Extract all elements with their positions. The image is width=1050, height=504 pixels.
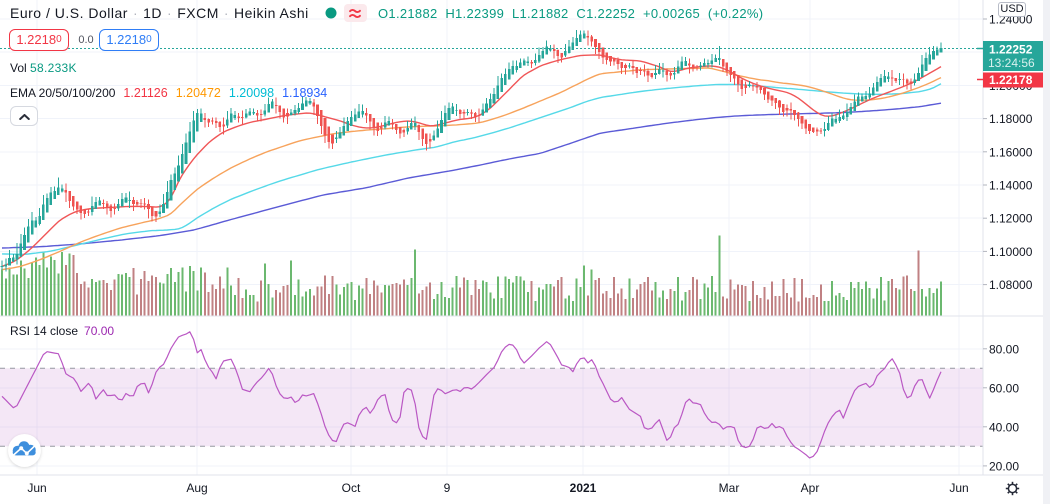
svg-text:1.12000: 1.12000 xyxy=(989,212,1033,226)
svg-text:1.22178: 1.22178 xyxy=(989,73,1033,87)
svg-text:2021: 2021 xyxy=(570,481,597,495)
svg-text:20.00: 20.00 xyxy=(989,459,1019,473)
svg-text:9: 9 xyxy=(444,481,451,495)
svg-text:1.08000: 1.08000 xyxy=(989,278,1033,292)
svg-text:Oct: Oct xyxy=(342,481,361,495)
svg-text:Jun: Jun xyxy=(949,481,968,495)
svg-text:80.00: 80.00 xyxy=(989,342,1019,356)
svg-text:Aug: Aug xyxy=(186,481,207,495)
svg-text:Apr: Apr xyxy=(801,481,820,495)
svg-text:40.00: 40.00 xyxy=(989,420,1019,434)
svg-text:Jun: Jun xyxy=(27,481,46,495)
svg-text:Mar: Mar xyxy=(719,481,740,495)
svg-text:13:24:56: 13:24:56 xyxy=(988,56,1035,70)
svg-text:1.16000: 1.16000 xyxy=(989,145,1033,159)
svg-text:60.00: 60.00 xyxy=(989,381,1019,395)
svg-text:1.22252: 1.22252 xyxy=(989,43,1033,57)
svg-text:1.14000: 1.14000 xyxy=(989,179,1033,193)
svg-text:1.18000: 1.18000 xyxy=(989,112,1033,126)
svg-text:1.10000: 1.10000 xyxy=(989,245,1033,259)
